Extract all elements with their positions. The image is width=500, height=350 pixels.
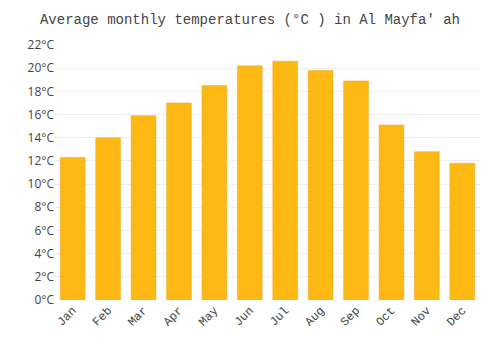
- svg-text:Jan: Jan: [55, 304, 80, 329]
- svg-text:Oct: Oct: [373, 304, 398, 329]
- svg-text:Jun: Jun: [232, 304, 257, 329]
- svg-text:22°C: 22°C: [28, 36, 55, 53]
- svg-text:Aug: Aug: [303, 304, 328, 329]
- svg-text:Average monthly temperatures (: Average monthly temperatures (°C ) in Al…: [40, 12, 460, 28]
- svg-text:2°C: 2°C: [34, 268, 54, 285]
- svg-text:18°C: 18°C: [28, 83, 55, 100]
- svg-text:12°C: 12°C: [28, 152, 55, 169]
- svg-text:Apr: Apr: [161, 304, 186, 329]
- svg-text:10°C: 10°C: [28, 175, 55, 192]
- svg-text:Feb: Feb: [90, 304, 115, 329]
- svg-text:Mar: Mar: [125, 304, 150, 329]
- svg-text:0°C: 0°C: [34, 291, 54, 308]
- svg-text:May: May: [196, 304, 221, 329]
- svg-text:Nov: Nov: [409, 304, 434, 329]
- svg-text:Jul: Jul: [267, 304, 292, 329]
- svg-text:16°C: 16°C: [28, 106, 55, 123]
- svg-text:6°C: 6°C: [34, 222, 54, 239]
- svg-text:14°C: 14°C: [28, 129, 55, 146]
- svg-text:4°C: 4°C: [34, 245, 54, 262]
- svg-text:20°C: 20°C: [28, 59, 55, 76]
- svg-text:8°C: 8°C: [34, 198, 54, 215]
- svg-text:Dec: Dec: [444, 304, 469, 329]
- svg-text:Sep: Sep: [338, 304, 363, 329]
